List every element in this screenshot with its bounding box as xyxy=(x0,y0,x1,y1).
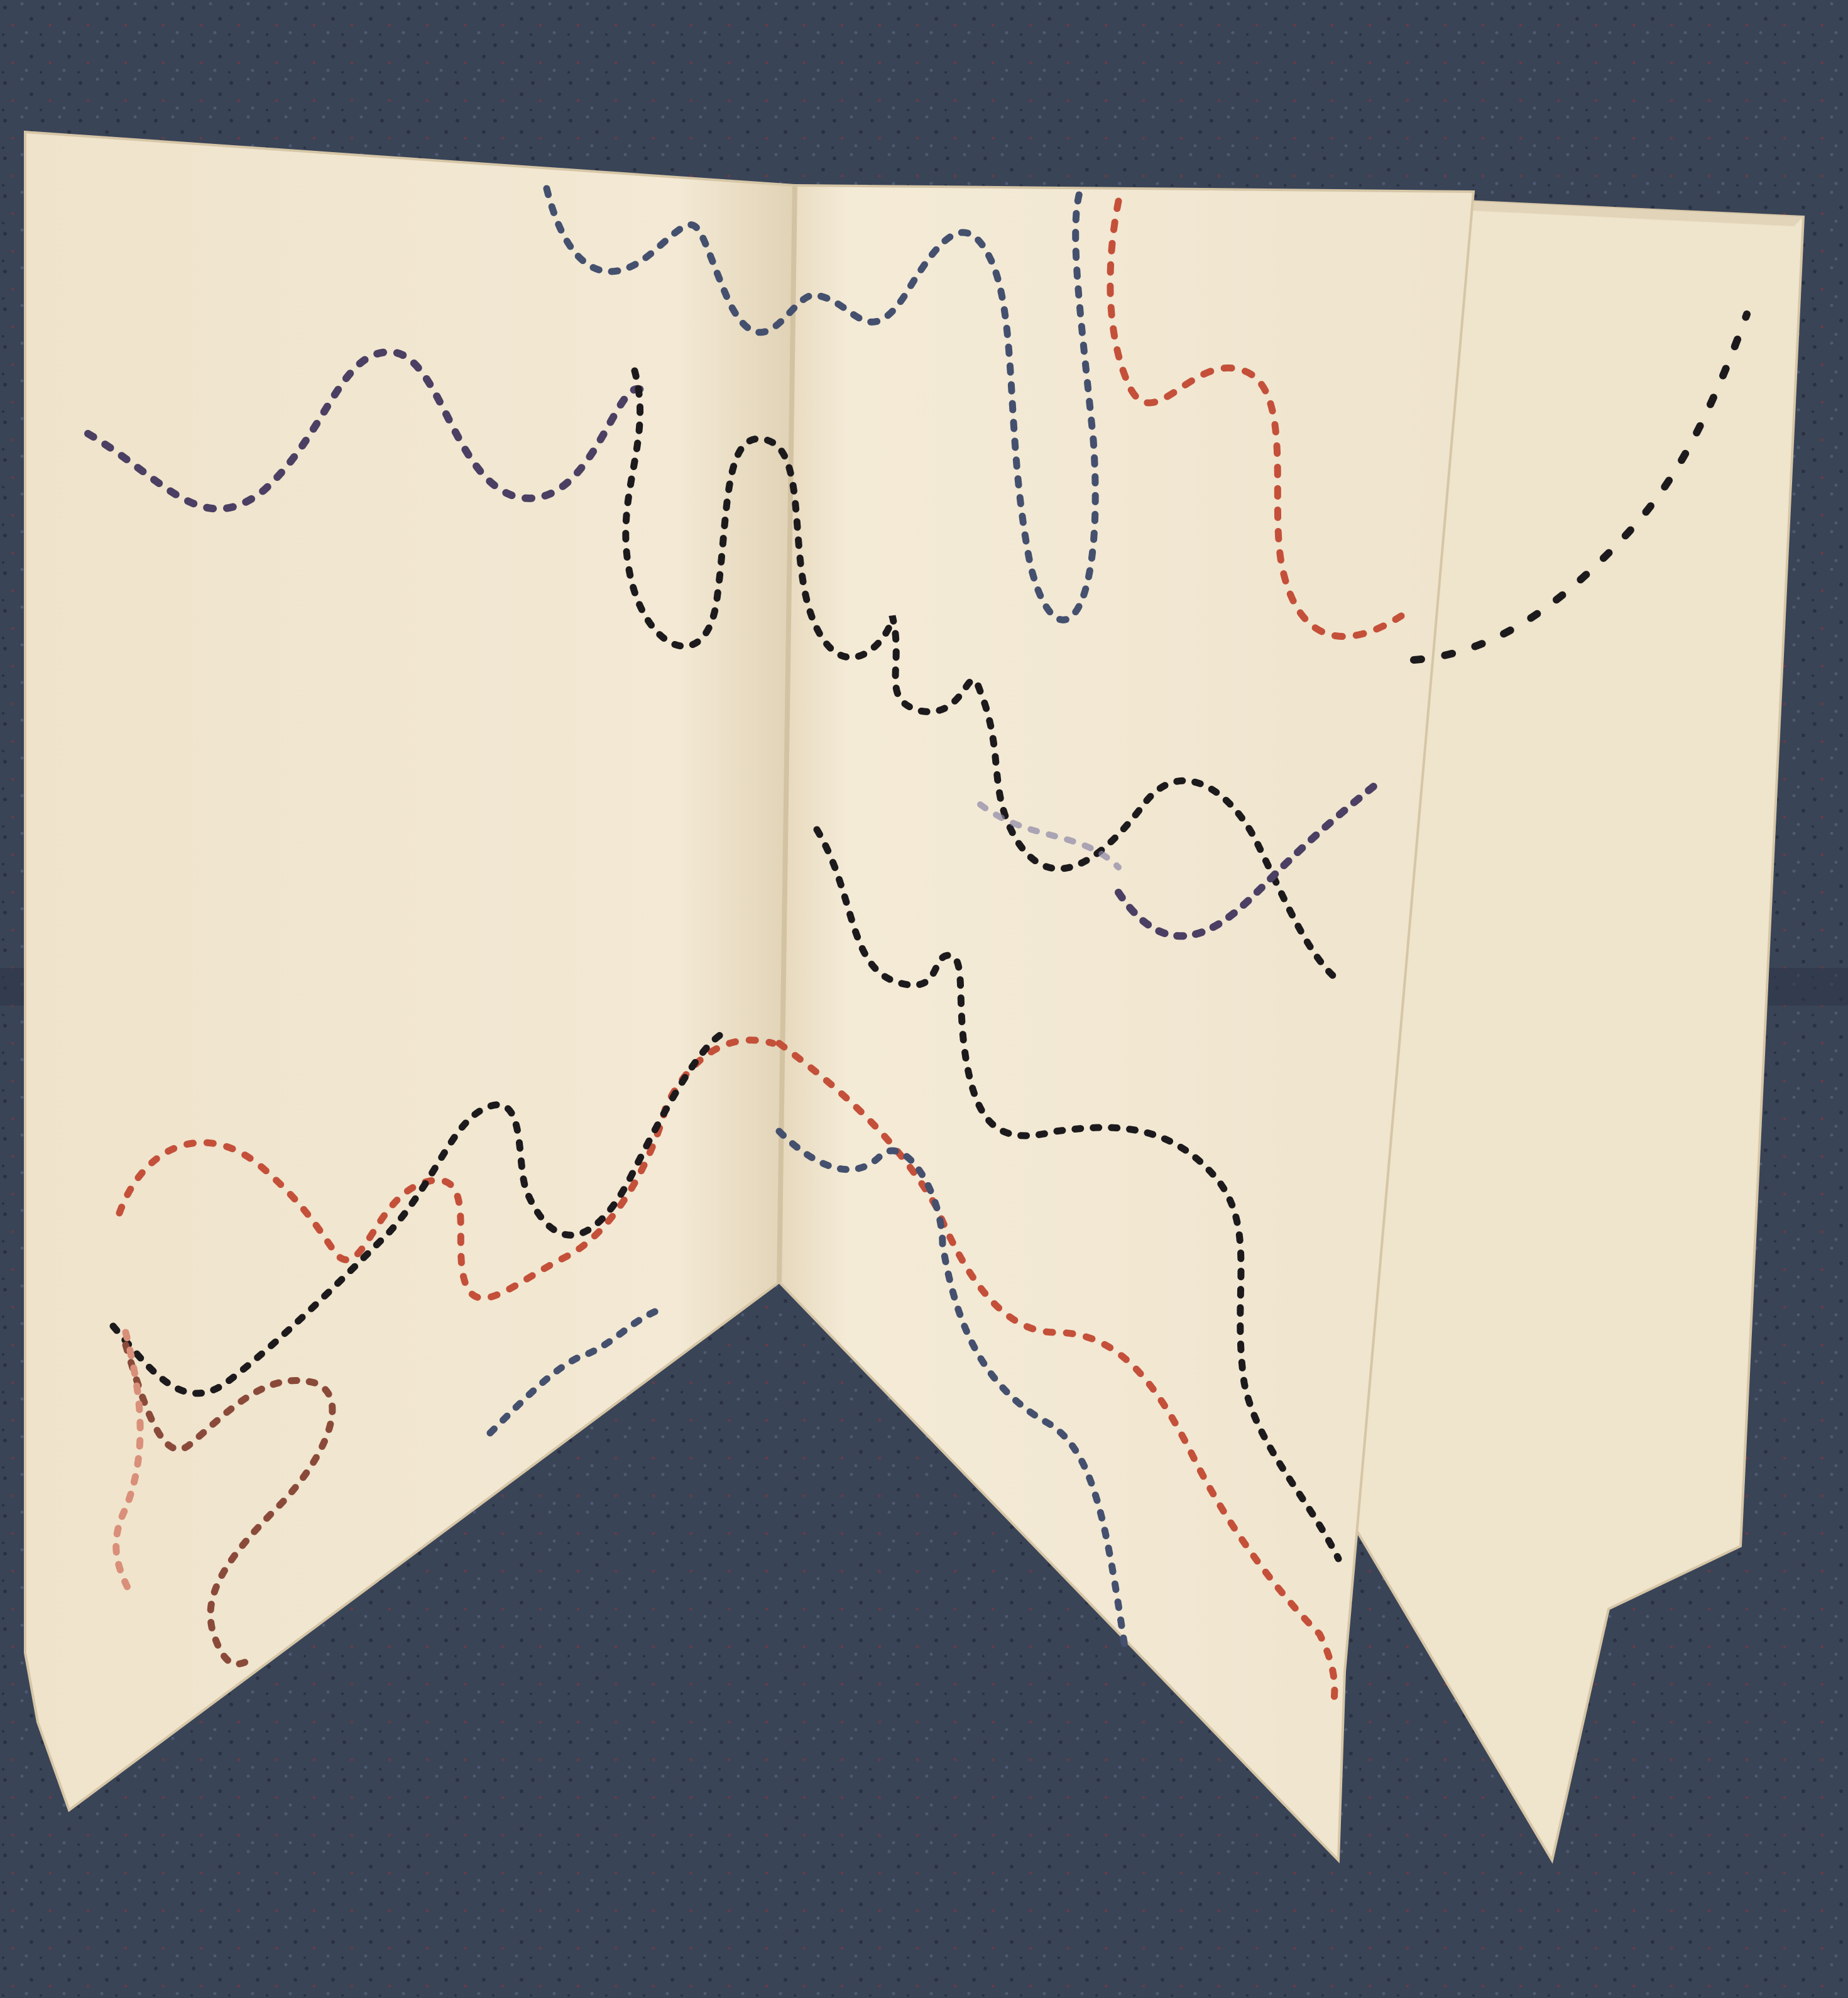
stitch-line-purple-faint xyxy=(977,801,1122,870)
stitch-line-blue-left-bottom xyxy=(486,1304,670,1437)
stitch-line-blue-right-bottom xyxy=(775,1128,1129,1650)
stitch-line-black-left-bottom xyxy=(109,1027,733,1397)
stitch-line-black-left xyxy=(622,367,1342,984)
stitch-line-brown-left-bottom xyxy=(122,1341,336,1668)
stitch-line-red-right xyxy=(1107,197,1405,640)
stitch-line-purple-top xyxy=(84,348,645,513)
back-page-edge xyxy=(1464,201,1803,226)
stitch-line-pink-left-bottom xyxy=(112,1329,144,1600)
stitch-line-blue-top xyxy=(543,185,1099,623)
stitch-line-black-backpage xyxy=(1410,310,1751,664)
stitch-line-black-middle xyxy=(813,826,1342,1562)
stitch-line-red-right-bottom xyxy=(775,1040,1338,1713)
book-spine xyxy=(777,185,797,1283)
stitch-lines xyxy=(84,185,1751,1713)
stitch-line-purple-middle xyxy=(1115,776,1386,940)
stitch-line-red-left-bottom xyxy=(116,1036,777,1302)
